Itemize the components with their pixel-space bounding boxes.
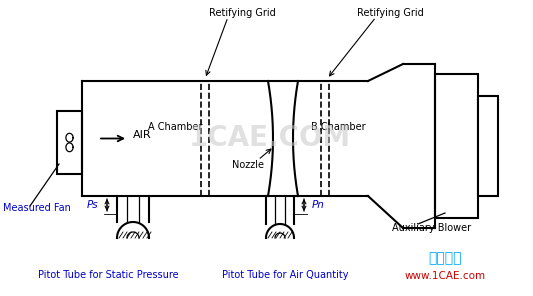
- Text: B Chamber: B Chamber: [311, 123, 365, 133]
- Text: Measured Fan: Measured Fan: [3, 203, 71, 213]
- Text: Pn: Pn: [312, 200, 325, 210]
- Text: 仿真在线: 仿真在线: [428, 251, 462, 265]
- Bar: [478, 96, 498, 196]
- Text: Pitot Tube for Air Quantity: Pitot Tube for Air Quantity: [222, 270, 348, 280]
- Text: Auxiliary Blower: Auxiliary Blower: [392, 223, 471, 233]
- Text: Ps: Ps: [87, 200, 99, 210]
- Text: www.1CAE.com: www.1CAE.com: [405, 271, 486, 281]
- Text: 1CAE.COM: 1CAE.COM: [189, 124, 351, 152]
- Bar: [435, 74, 478, 218]
- Text: Nozzle: Nozzle: [232, 160, 264, 170]
- Text: AIR: AIR: [133, 131, 151, 141]
- Bar: [57, 111, 82, 174]
- Text: Retifying Grid: Retifying Grid: [357, 8, 423, 18]
- Text: Pitot Tube for Static Pressure: Pitot Tube for Static Pressure: [38, 270, 179, 280]
- Text: Retifying Grid: Retifying Grid: [208, 8, 276, 18]
- Text: A Chamber: A Chamber: [148, 123, 202, 133]
